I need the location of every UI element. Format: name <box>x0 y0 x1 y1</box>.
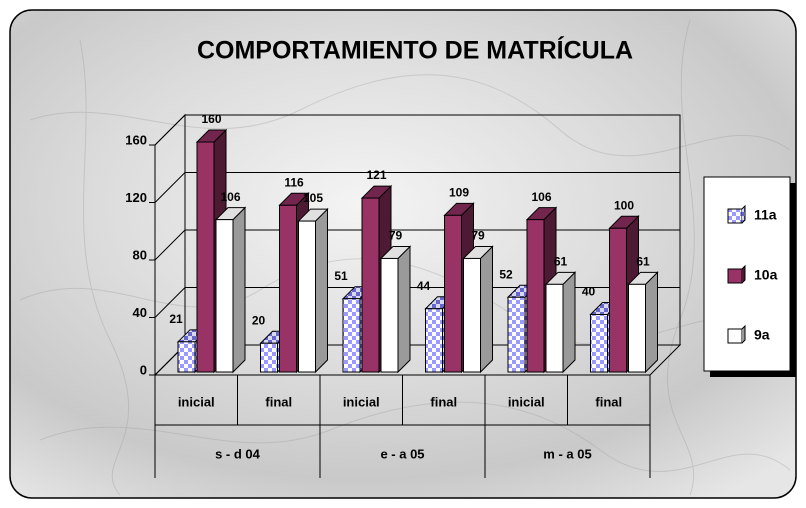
legend-box <box>703 176 791 372</box>
legend-label: 11a <box>754 207 777 223</box>
bar-front <box>425 308 443 373</box>
x-tick-label: inicial <box>508 394 545 409</box>
bar-front <box>526 219 545 373</box>
legend-swatch <box>727 268 743 284</box>
data-label: 79 <box>389 229 403 243</box>
data-label: 79 <box>471 229 485 243</box>
grid-line <box>154 287 680 318</box>
x-group-label: s - d 04 <box>215 446 261 461</box>
x-tick-label: final <box>265 394 292 409</box>
x-tick-label: final <box>595 394 622 409</box>
data-label: 160 <box>201 112 221 126</box>
chart-title: COMPORTAMIENTO DE MATRÍCULA <box>197 36 633 65</box>
bar-side <box>397 245 411 374</box>
bar-front <box>380 257 399 373</box>
bar-front <box>463 257 481 373</box>
legend-swatch-edge <box>741 264 746 284</box>
bar-front <box>545 283 564 373</box>
grid-line <box>154 229 680 261</box>
legend: 11a 10a 9a <box>727 204 778 344</box>
x-group-label: e - a 05 <box>380 446 424 461</box>
bar-front <box>590 314 608 373</box>
data-label: 51 <box>334 269 348 283</box>
data-label: 109 <box>449 185 469 199</box>
y-tick-label: 80 <box>133 247 147 262</box>
bar-front <box>298 220 316 373</box>
x-tick-label: final <box>430 394 457 409</box>
bar <box>379 245 412 374</box>
legend-swatch <box>727 328 743 344</box>
bar-front <box>507 296 526 373</box>
bar-side <box>645 271 658 374</box>
bar <box>214 206 247 374</box>
data-label: 21 <box>169 312 183 326</box>
x-tick-label: inicial <box>178 394 215 409</box>
legend-label: 10a <box>754 267 778 283</box>
bar-front <box>342 298 361 373</box>
legend-swatch-edge <box>741 324 746 344</box>
bar <box>462 245 494 374</box>
data-label: 20 <box>252 313 266 327</box>
bar-front <box>444 214 462 373</box>
y-tick-label: 40 <box>133 305 147 320</box>
data-label: 105 <box>303 191 323 205</box>
bar-front <box>279 204 297 373</box>
bar-front <box>177 341 196 373</box>
bar <box>297 207 329 374</box>
bar-front <box>215 219 234 373</box>
bar <box>627 271 659 374</box>
y-tick-label: 120 <box>125 190 147 205</box>
data-label: 61 <box>554 254 568 268</box>
data-label: 61 <box>636 254 650 268</box>
grid-line <box>154 114 680 146</box>
data-label: 106 <box>531 190 551 204</box>
data-label: 44 <box>417 279 431 293</box>
legend-swatch <box>727 208 743 224</box>
data-label: 52 <box>499 267 513 281</box>
data-label: 100 <box>614 198 634 212</box>
bar-front <box>260 342 278 373</box>
y-tick-label: 0 <box>140 362 147 377</box>
legend-swatch-edge <box>741 204 746 224</box>
bar <box>544 271 577 374</box>
bar-front <box>628 283 646 373</box>
bar-side <box>315 207 328 374</box>
bar-front <box>196 141 215 373</box>
bar-front <box>361 197 380 373</box>
bar-front <box>609 227 627 373</box>
bar-side <box>562 271 576 374</box>
y-tick-label: 160 <box>125 132 147 147</box>
x-group-label: m - a 05 <box>543 446 591 461</box>
data-label: 106 <box>220 190 240 204</box>
grid-line <box>154 172 680 203</box>
legend-label: 9a <box>754 327 770 343</box>
x-tick-label: inicial <box>343 394 380 409</box>
bar-side <box>232 206 246 374</box>
data-label: 121 <box>366 168 386 182</box>
data-label: 40 <box>582 285 596 299</box>
plot-area: 0 40 80 120 160 inicial final inicial final inici… <box>125 112 682 478</box>
bar-side <box>480 245 493 374</box>
data-label: 116 <box>284 175 304 189</box>
